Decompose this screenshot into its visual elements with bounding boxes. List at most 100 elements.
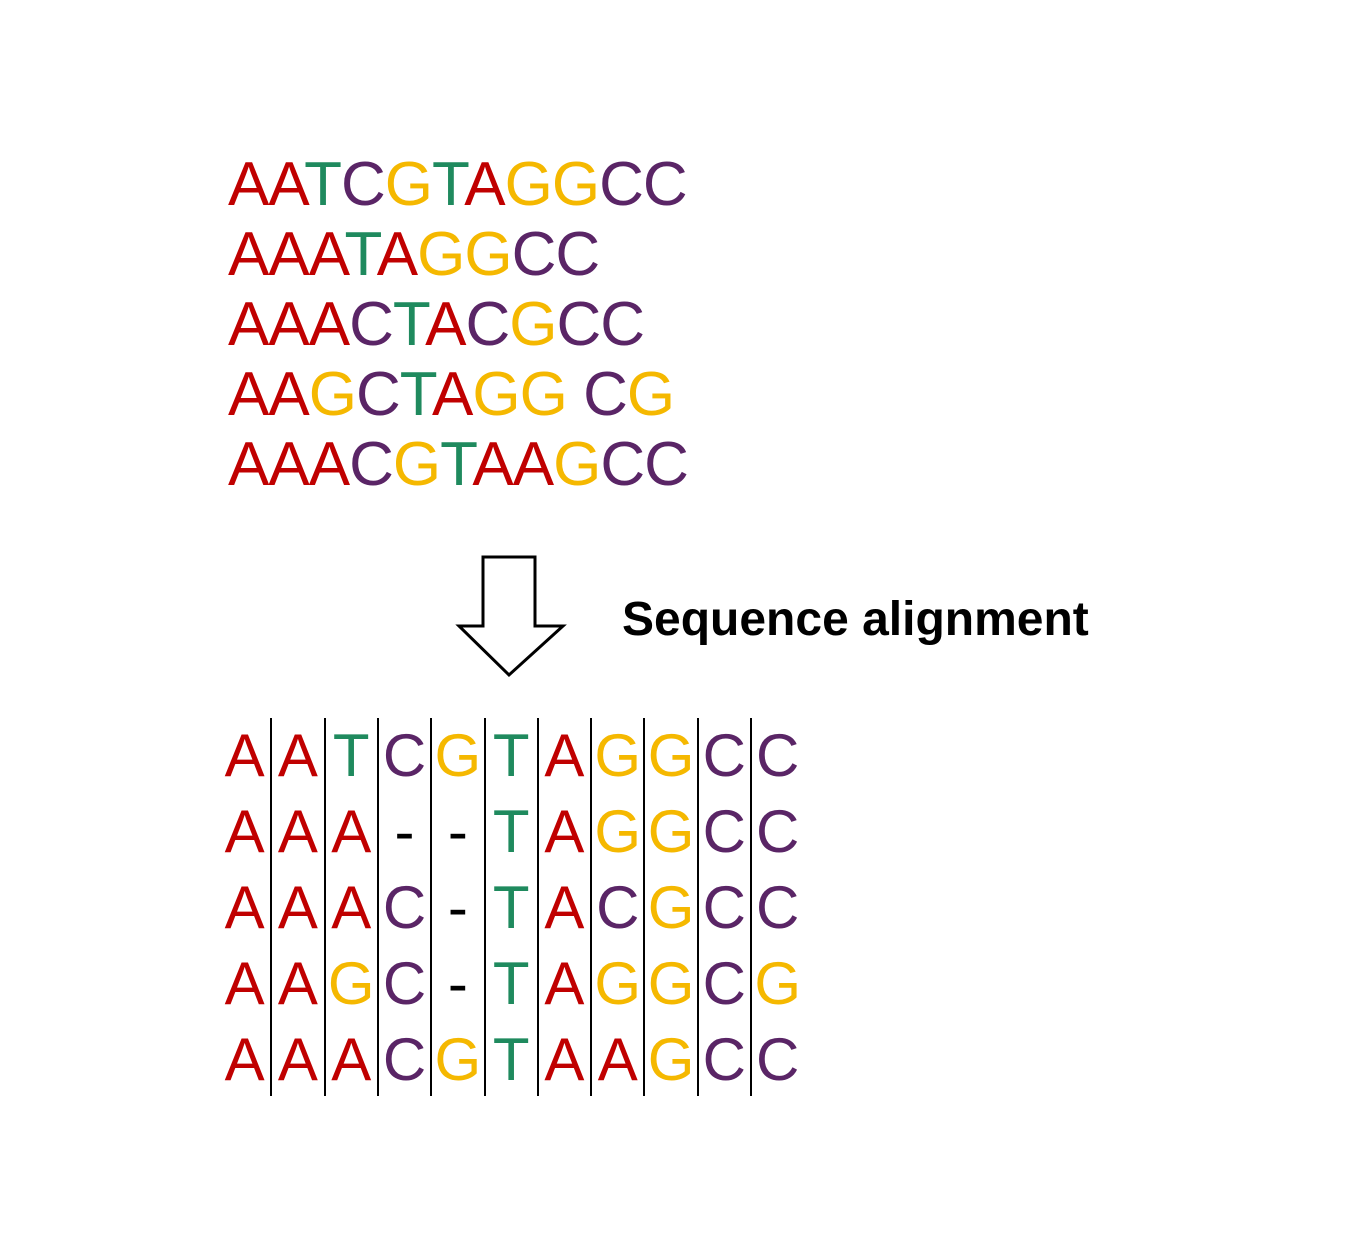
nucleotide-T: T (432, 150, 465, 219)
nucleotide-C: C (600, 430, 645, 499)
nucleotide-cell-G: G (647, 950, 695, 1017)
unaligned-sequences: AATCGTAGGCC AAATAGGCC AAACTACGCC AAGCTAG… (228, 150, 689, 500)
nucleotide-cell-G: G (647, 722, 695, 789)
nucleotide-cell-A: A (277, 950, 318, 1017)
nucleotide-cell-C: C (382, 1026, 427, 1093)
nucleotide-cell-G: G (647, 798, 695, 865)
nucleotide-cell-T: T (492, 722, 530, 789)
nucleotide-A: A (228, 150, 269, 219)
nucleotide-A: A (228, 220, 269, 289)
raw-sequence-5: AAACGTAAGCC (228, 430, 689, 500)
nucleotide-C: C (465, 290, 511, 359)
nucleotide-C: C (511, 220, 557, 289)
nucleotide-cell-A: A (277, 874, 318, 941)
nucleotide-A: A (472, 430, 513, 499)
nucleotide-G: G (519, 360, 568, 429)
nucleotide-cell-C: C (702, 874, 746, 941)
column-divider (323, 718, 326, 1096)
nucleotide-cell-C: C (382, 950, 427, 1017)
gap-cell: - (447, 798, 468, 865)
nucleotide-C: C (600, 290, 645, 359)
nucleotide-cell-A: A (544, 874, 585, 941)
nucleotide-A: A (268, 290, 309, 359)
gap-cell: - (447, 950, 468, 1017)
nucleotide-cell-A: A (277, 722, 318, 789)
nucleotide-cell-T: T (492, 950, 530, 1017)
nucleotide-G: G (308, 360, 357, 429)
nucleotide-C: C (599, 150, 644, 219)
nucleotide-cell-C: C (702, 722, 746, 789)
nucleotide-cell-T: T (492, 874, 530, 941)
column-divider (483, 718, 486, 1096)
nucleotide-cell-A: A (331, 1026, 372, 1093)
nucleotide-C: C (642, 150, 688, 219)
nucleotide-cell-G: G (434, 1026, 482, 1093)
nucleotide-cell-C: C (702, 798, 746, 865)
column-divider (376, 718, 379, 1096)
nucleotide-A: A (308, 290, 350, 359)
nucleotide-cell-A: A (544, 798, 585, 865)
nucleotide-cell-T: T (492, 1026, 530, 1093)
nucleotide-A: A (268, 430, 309, 499)
nucleotide-A: A (425, 290, 466, 359)
nucleotide-G: G (504, 150, 553, 219)
column-divider (750, 718, 752, 1096)
nucleotide-T: T (440, 430, 473, 499)
alignment-caption: Sequence alignment (622, 593, 1089, 646)
column-divider (430, 718, 433, 1096)
nucleotide-T: T (392, 290, 426, 359)
nucleotide-cell-C: C (382, 722, 427, 789)
nucleotide-A: A (464, 150, 505, 219)
nucleotide-cell-C: C (755, 722, 800, 789)
nucleotide-cell-A: A (544, 722, 585, 789)
nucleotide-C: C (349, 290, 394, 359)
column-divider (590, 718, 593, 1096)
nucleotide-T: T (344, 220, 377, 289)
down-arrow-icon (455, 555, 567, 678)
nucleotide-T: T (399, 360, 433, 429)
nucleotide-G: G (392, 430, 441, 499)
nucleotide-A: A (268, 360, 309, 429)
gap-cell: - (447, 874, 468, 941)
nucleotide-C: C (583, 360, 628, 429)
raw-sequence-3: AAACTACGCC (228, 290, 688, 360)
nucleotide-cell-C: C (382, 874, 427, 941)
nucleotide-G: G (509, 290, 557, 359)
column-divider (270, 718, 273, 1096)
nucleotide-cell-G: G (754, 950, 801, 1017)
nucleotide-A: A (512, 430, 554, 499)
nucleotide-cell-G: G (327, 950, 375, 1017)
nucleotide-A: A (228, 290, 269, 359)
nucleotide-cell-A: A (277, 1026, 318, 1093)
nucleotide-cell-A: A (224, 1026, 265, 1093)
nucleotide-cell-A: A (224, 874, 265, 941)
nucleotide-cell-A: A (224, 722, 265, 789)
space (567, 360, 583, 429)
nucleotide-C: C (555, 220, 600, 289)
nucleotide-cell-C: C (755, 874, 800, 941)
gap-cell: - (394, 798, 415, 865)
nucleotide-C: C (644, 430, 689, 499)
nucleotide-A: A (268, 150, 305, 219)
nucleotide-cell-T: T (332, 722, 370, 789)
nucleotide-cell-G: G (594, 798, 642, 865)
nucleotide-G: G (464, 220, 512, 289)
nucleotide-cell-A: A (277, 798, 318, 865)
nucleotide-C: C (341, 150, 386, 219)
nucleotide-G: G (553, 430, 601, 499)
nucleotide-A: A (268, 220, 309, 289)
nucleotide-cell-T: T (492, 798, 530, 865)
nucleotide-cell-C: C (702, 950, 746, 1017)
nucleotide-cell-A: A (544, 1026, 585, 1093)
nucleotide-cell-G: G (647, 874, 695, 941)
nucleotide-G: G (384, 150, 433, 219)
nucleotide-G: G (626, 360, 675, 429)
nucleotide-G: G (417, 220, 465, 289)
nucleotide-cell-C: C (596, 874, 640, 941)
nucleotide-cell-A: A (597, 1026, 638, 1093)
nucleotide-T: T (304, 150, 342, 219)
nucleotide-C: C (355, 360, 401, 429)
nucleotide-A: A (308, 220, 346, 289)
nucleotide-A: A (228, 430, 269, 499)
